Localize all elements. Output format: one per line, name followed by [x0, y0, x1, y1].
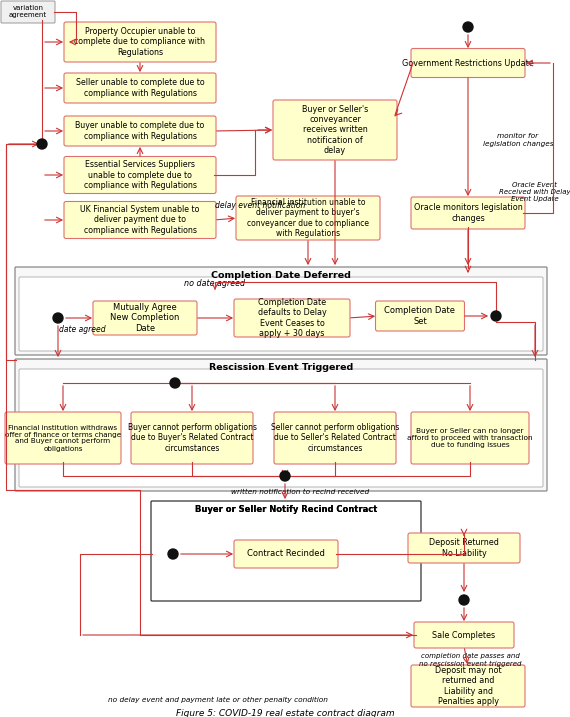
FancyBboxPatch shape [234, 540, 338, 568]
FancyBboxPatch shape [5, 412, 121, 464]
FancyBboxPatch shape [151, 501, 421, 601]
FancyBboxPatch shape [411, 412, 529, 464]
Text: UK Financial System unable to
deliver payment due to
compliance with Regulations: UK Financial System unable to deliver pa… [80, 205, 200, 235]
Text: Rescission Event Triggered: Rescission Event Triggered [209, 363, 353, 371]
FancyBboxPatch shape [236, 196, 380, 240]
Circle shape [37, 139, 47, 149]
FancyBboxPatch shape [273, 100, 397, 160]
FancyBboxPatch shape [64, 156, 216, 194]
Circle shape [459, 595, 469, 605]
Text: Buyer or Seller Notify Recind Contract: Buyer or Seller Notify Recind Contract [195, 505, 377, 513]
Text: Oracle Event
Received with Delay
Event Update: Oracle Event Received with Delay Event U… [499, 182, 570, 202]
Text: date agreed: date agreed [59, 326, 105, 335]
Circle shape [280, 471, 290, 481]
FancyBboxPatch shape [414, 622, 514, 648]
Circle shape [170, 378, 180, 388]
Text: Buyer or Seller Notify Recind Contract: Buyer or Seller Notify Recind Contract [195, 505, 377, 513]
FancyBboxPatch shape [93, 301, 197, 335]
FancyBboxPatch shape [64, 201, 216, 239]
Text: Completion Date
Set: Completion Date Set [385, 306, 455, 326]
FancyBboxPatch shape [64, 73, 216, 103]
Text: delay event notification: delay event notification [215, 201, 305, 209]
Text: completion date passes and
no rescission event triggered: completion date passes and no rescission… [419, 653, 521, 667]
Text: Completion Date Deferred: Completion Date Deferred [211, 270, 351, 280]
Text: no delay event and payment late or other penalty condition: no delay event and payment late or other… [108, 697, 328, 703]
Text: written notification to recind received: written notification to recind received [231, 489, 369, 495]
FancyBboxPatch shape [15, 359, 547, 491]
Text: Mutually Agree
New Completion
Date: Mutually Agree New Completion Date [111, 303, 180, 333]
Circle shape [53, 313, 63, 323]
Text: Property Occupier unable to
complete due to compliance with
Regulations: Property Occupier unable to complete due… [75, 27, 206, 57]
Circle shape [463, 22, 473, 32]
FancyBboxPatch shape [15, 267, 547, 355]
Text: variation
agreement: variation agreement [9, 6, 47, 19]
Text: Financial institution unable to
deliver payment to buyer's
conveyancer due to co: Financial institution unable to deliver … [247, 198, 369, 238]
FancyBboxPatch shape [131, 412, 253, 464]
FancyBboxPatch shape [408, 533, 520, 563]
FancyBboxPatch shape [376, 301, 465, 331]
Text: Figure 5: COVID-19 real estate contract diagram: Figure 5: COVID-19 real estate contract … [176, 708, 394, 717]
FancyBboxPatch shape [19, 277, 543, 351]
Text: Buyer unable to complete due to
compliance with Regulations: Buyer unable to complete due to complian… [75, 121, 205, 141]
FancyBboxPatch shape [411, 49, 525, 77]
Text: Buyer or Seller's
conveyancer
receives written
notification of
delay: Buyer or Seller's conveyancer receives w… [302, 105, 368, 156]
FancyBboxPatch shape [411, 665, 525, 707]
FancyBboxPatch shape [19, 369, 543, 487]
Text: Government Restrictions Update: Government Restrictions Update [402, 59, 534, 67]
Text: Seller cannot perform obligations
due to Seller's Related Contract
circumstances: Seller cannot perform obligations due to… [271, 423, 399, 453]
Text: no date agreed: no date agreed [185, 280, 246, 288]
Text: Contract Recinded: Contract Recinded [247, 549, 325, 559]
Circle shape [168, 549, 178, 559]
FancyBboxPatch shape [64, 116, 216, 146]
Text: Seller unable to complete due to
compliance with Regulations: Seller unable to complete due to complia… [76, 78, 204, 98]
Text: Oracle monitors legislation
changes: Oracle monitors legislation changes [414, 204, 522, 223]
Text: Deposit may not
returned and
Liability and
Penalties apply: Deposit may not returned and Liability a… [435, 666, 501, 706]
Text: Buyer or Seller can no longer
afford to proceed with transaction
due to funding : Buyer or Seller can no longer afford to … [407, 428, 533, 448]
FancyBboxPatch shape [274, 412, 396, 464]
FancyBboxPatch shape [1, 1, 55, 23]
FancyBboxPatch shape [234, 299, 350, 337]
Text: Essential Services Suppliers
unable to complete due to
compliance with Regulatio: Essential Services Suppliers unable to c… [83, 160, 197, 190]
Circle shape [491, 311, 501, 321]
Text: monitor for
legislation changes: monitor for legislation changes [483, 133, 553, 146]
Text: Financial institution withdraws
offer of finance or terms change
and Buyer canno: Financial institution withdraws offer of… [5, 424, 121, 452]
FancyBboxPatch shape [64, 22, 216, 62]
FancyBboxPatch shape [411, 197, 525, 229]
Text: Buyer cannot perform obligations
due to Buyer's Related Contract
circumstances: Buyer cannot perform obligations due to … [128, 423, 256, 453]
Text: Completion Date
defaults to Delay
Event Ceases to
apply + 30 days: Completion Date defaults to Delay Event … [258, 298, 327, 338]
Text: Sale Completes: Sale Completes [433, 630, 495, 640]
Text: Deposit Returned
No Liability: Deposit Returned No Liability [429, 538, 499, 558]
